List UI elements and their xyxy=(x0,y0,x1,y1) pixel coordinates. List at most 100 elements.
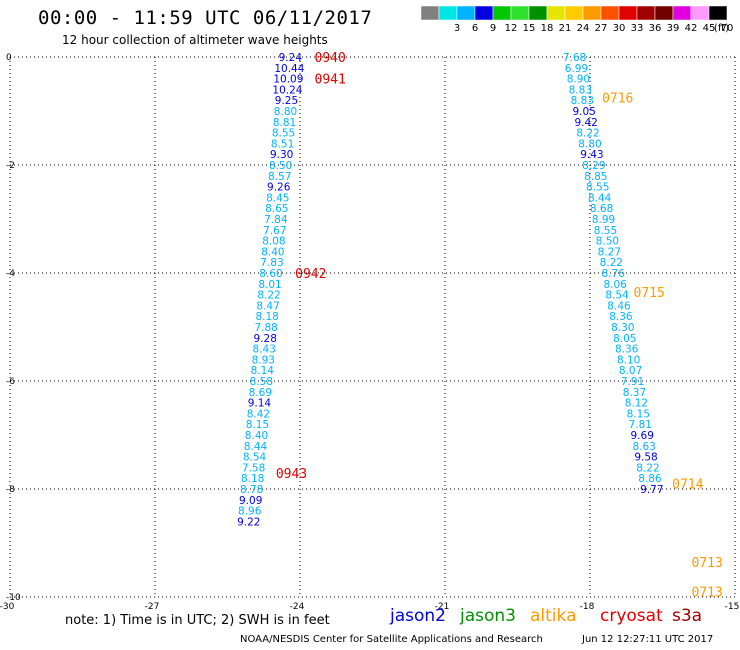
legend-label: 6 xyxy=(472,23,478,34)
wave-height-value: 9.22 xyxy=(237,516,260,528)
wave-height-value: 10.24 xyxy=(272,84,302,96)
wave-height-value: 8.83 xyxy=(571,95,594,107)
wave-height-value: 8.12 xyxy=(625,398,648,410)
satellite-s3a: s3a xyxy=(672,606,703,626)
wave-height-value: 9.05 xyxy=(573,106,596,118)
wave-height-value: 8.44 xyxy=(588,192,612,204)
wave-height-value: 9.30 xyxy=(270,149,293,161)
wave-height-value: 7.81 xyxy=(629,419,652,431)
generated-timestamp: Jun 12 12:27:11 UTC 2017 xyxy=(582,634,714,645)
x-tick-label: -24 xyxy=(290,602,305,612)
wave-height-value: 8.54 xyxy=(605,290,629,302)
legend-label: 39 xyxy=(667,23,680,34)
wave-height-value: 8.85 xyxy=(584,171,607,183)
wave-height-value: 9.77 xyxy=(640,484,663,496)
x-tick-label: -30 xyxy=(0,602,15,612)
legend-label: 21 xyxy=(559,23,572,34)
y-tick-label: -2 xyxy=(6,161,15,171)
footnote: note: 1) Time is in UTC; 2) SWH is in fe… xyxy=(65,613,330,628)
pass-time-label: 0940 xyxy=(315,51,346,66)
wave-height-value: 7.84 xyxy=(264,214,288,226)
pass-time-label: 0714 xyxy=(672,478,703,493)
wave-height-value: 8.06 xyxy=(603,279,627,291)
legend-label: 15 xyxy=(523,23,536,34)
pass-time-label: 0713 xyxy=(692,586,723,601)
wave-height-value: 8.86 xyxy=(638,473,662,485)
y-tick-label: 0 xyxy=(6,53,12,63)
wave-height-value: 9.24 xyxy=(279,52,303,64)
wave-height-value: 8.50 xyxy=(269,160,292,172)
wave-height-value: 8.01 xyxy=(258,279,281,291)
wave-height-value: 7.88 xyxy=(254,322,277,334)
wave-height-value: 8.51 xyxy=(271,138,294,150)
wave-height-value: 8.80 xyxy=(578,138,601,150)
legend-label: 9 xyxy=(490,23,496,34)
wave-height-value: 9.58 xyxy=(634,452,657,464)
wave-height-value: 6.99 xyxy=(565,63,588,75)
wave-height-value: 8.08 xyxy=(262,236,285,248)
wave-height-value: 8.50 xyxy=(596,236,619,248)
credit-line: NOAA/NESDIS Center for Satellite Applica… xyxy=(240,634,543,645)
wave-height-value: 8.42 xyxy=(247,408,270,420)
satellite-altika: altika xyxy=(530,606,577,626)
wave-height-value: 8.30 xyxy=(611,322,634,334)
pass-time-label: 0942 xyxy=(295,267,326,282)
wave-height-value: 9.26 xyxy=(267,182,291,194)
wave-height-value: 8.57 xyxy=(268,171,291,183)
wave-height-value: 9.09 xyxy=(239,495,262,507)
wave-height-value: 8.55 xyxy=(272,128,295,140)
wave-height-value: 8.22 xyxy=(600,257,623,269)
wave-height-value: 8.36 xyxy=(615,344,639,356)
legend-label: 12 xyxy=(505,23,518,34)
satellite-jason2: jason2 xyxy=(390,606,446,626)
wave-height-value: 8.81 xyxy=(273,117,296,129)
wave-height-value: 8.54 xyxy=(243,452,267,464)
wave-height-value: 8.43 xyxy=(253,344,276,356)
y-tick-label: -6 xyxy=(6,377,15,387)
wave-height-value: 8.76 xyxy=(602,268,626,280)
wave-height-value: 8.22 xyxy=(257,290,280,302)
x-tick-label: -18 xyxy=(580,602,595,612)
legend-label: 70 xyxy=(721,23,734,34)
satellite-jason3: jason3 xyxy=(460,606,516,626)
wave-height-value: 9.69 xyxy=(631,430,654,442)
wave-height-value: 8.40 xyxy=(245,430,268,442)
wave-height-value: 7.67 xyxy=(263,225,286,237)
legend-label: 33 xyxy=(631,23,644,34)
page-subtitle: 12 hour collection of altimeter wave hei… xyxy=(62,33,328,47)
pass-time-label: 0716 xyxy=(602,92,633,107)
wave-height-value: 8.90 xyxy=(567,74,590,86)
wave-height-value: 8.18 xyxy=(241,473,264,485)
wave-height-value: 8.55 xyxy=(586,182,609,194)
wave-height-value: 7.83 xyxy=(260,257,283,269)
wave-height-value: 9.25 xyxy=(275,95,298,107)
wave-height-value: 9.28 xyxy=(254,333,277,345)
wave-height-value: 7.91 xyxy=(621,376,644,388)
wave-height-value: 7.68 xyxy=(563,52,586,64)
color-legend: 3 6 9 12 15 18 21 24 27 30 33 36 39 42 45 70(ft) xyxy=(420,5,734,34)
wave-height-value: 10.44 xyxy=(274,63,304,75)
wave-height-value: 8.58 xyxy=(250,376,273,388)
legend-label: 45 xyxy=(703,23,716,34)
wave-height-value: 8.99 xyxy=(592,214,615,226)
wave-height-value: 8.63 xyxy=(632,441,655,453)
wave-height-value: 8.22 xyxy=(636,462,659,474)
wave-height-value: 8.96 xyxy=(238,506,262,518)
wave-height-value: 8.40 xyxy=(261,246,284,258)
pass-time-label: 0941 xyxy=(315,73,346,88)
legend-label: 27 xyxy=(595,23,608,34)
legend-label: 30 xyxy=(613,23,626,34)
wave-height-value: 8.14 xyxy=(251,365,275,377)
wave-height-value: 8.15 xyxy=(627,408,650,420)
y-tick-label: -4 xyxy=(6,269,15,279)
wave-height-value: 8.68 xyxy=(590,203,613,215)
wave-height-value: 8.45 xyxy=(266,192,289,204)
wave-height-value: 8.15 xyxy=(246,419,269,431)
wave-height-value: 8.36 xyxy=(609,311,633,323)
wave-height-value: 8.78 xyxy=(240,484,263,496)
pass-time-label: 0715 xyxy=(634,286,665,301)
x-tick-label: -15 xyxy=(725,602,740,612)
wave-height-value: 10.09 xyxy=(273,74,303,86)
